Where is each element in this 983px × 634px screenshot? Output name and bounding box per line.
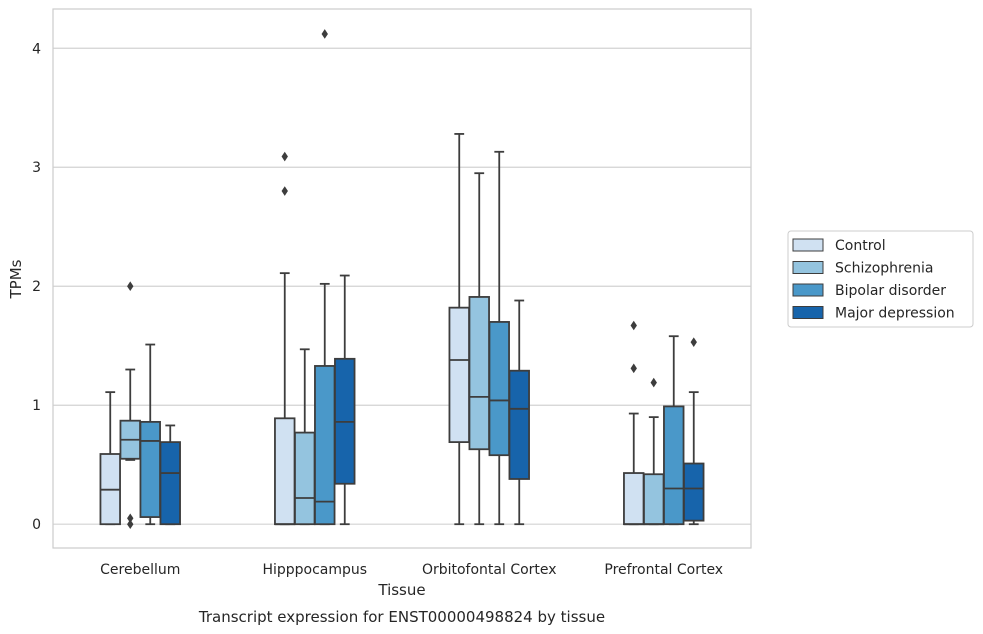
- legend-swatch: [792, 283, 824, 297]
- box-iqr: [294, 431, 316, 526]
- legend: Control Schizophrenia Bipolar disorder Majo…: [787, 230, 974, 328]
- box-0-3: [159, 424, 181, 526]
- y-tick-label: 1: [32, 398, 41, 414]
- box-3-2: [663, 335, 685, 526]
- box-plots: [99, 29, 705, 530]
- legend-swatch: [792, 238, 824, 252]
- box-3-3: [683, 337, 705, 526]
- box-iqr: [508, 369, 530, 480]
- outlier-point: [127, 519, 134, 530]
- box-2-1: [468, 172, 490, 526]
- legend-swatch: [792, 261, 824, 274]
- y-tick-labels: 0 1 2 3 4: [32, 41, 41, 533]
- legend-label: Bipolar disorder: [835, 283, 946, 299]
- x-tick-labels: Cerebellum Hipppocampus Orbitofontal Corte…: [100, 562, 723, 578]
- x-tick-label: Prefrontal Cortex: [604, 562, 723, 578]
- box-iqr: [623, 472, 645, 526]
- box-1-1: [294, 348, 316, 526]
- outlier-point: [127, 513, 134, 524]
- plot-frame: [52, 8, 752, 549]
- box-iqr: [488, 321, 510, 457]
- box-iqr: [468, 296, 490, 451]
- box-2-0: [448, 133, 470, 526]
- box-1-2: [314, 29, 336, 526]
- box-iqr: [314, 365, 336, 526]
- box-2-3: [508, 299, 530, 526]
- legend-swatch: [792, 306, 824, 319]
- outlier-point: [630, 320, 637, 331]
- outlier-point: [690, 337, 697, 347]
- box-0-1: [119, 281, 141, 530]
- outlier-point: [650, 377, 657, 388]
- box-iqr: [159, 441, 181, 526]
- outlier-point: [281, 186, 288, 196]
- outlier-point: [127, 281, 134, 292]
- box-iqr: [139, 420, 161, 518]
- outlier-point: [321, 29, 328, 39]
- legend-label: Major depression: [835, 306, 955, 322]
- box-iqr: [448, 306, 470, 444]
- box-3-0: [623, 320, 645, 526]
- y-axis-label: TPMs: [7, 259, 25, 299]
- y-tick-label: 3: [32, 160, 41, 176]
- y-tick-label: 0: [32, 517, 41, 533]
- y-tick-label: 2: [32, 279, 41, 295]
- box-iqr: [683, 462, 705, 522]
- x-tick-label: Hipppocampus: [262, 562, 367, 578]
- outlier-point: [630, 363, 637, 374]
- box-iqr: [663, 405, 685, 526]
- box-0-0: [99, 391, 121, 526]
- y-tick-label: 4: [32, 41, 41, 57]
- box-3-1: [643, 377, 665, 526]
- box-1-0: [274, 151, 296, 526]
- legend-label: Control: [835, 238, 886, 254]
- x-tick-label: Orbitofontal Cortex: [422, 562, 557, 578]
- box-iqr: [643, 473, 665, 526]
- box-iqr: [274, 417, 296, 526]
- box-1-3: [334, 274, 356, 526]
- box-0-2: [139, 343, 161, 526]
- outlier-point: [281, 151, 288, 162]
- x-tick-label: Cerebellum: [100, 562, 180, 578]
- x-axis-label: Tissue: [377, 581, 425, 599]
- chart-caption: Transcript expression for ENST0000049882…: [198, 608, 605, 626]
- legend-frame: [787, 230, 974, 328]
- box-2-2: [488, 150, 510, 526]
- legend-label: Schizophrenia: [835, 261, 933, 277]
